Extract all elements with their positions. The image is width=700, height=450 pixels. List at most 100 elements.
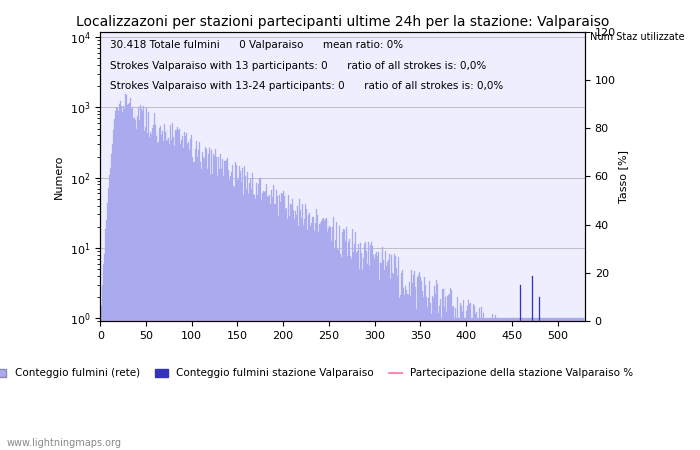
Bar xyxy=(226,160,227,450)
Bar xyxy=(575,318,576,450)
Bar xyxy=(155,136,157,450)
Bar xyxy=(190,139,191,450)
Bar xyxy=(518,318,519,450)
Bar xyxy=(278,216,279,450)
Bar xyxy=(153,125,154,450)
Bar xyxy=(162,131,163,450)
Bar xyxy=(101,306,102,450)
Bar xyxy=(558,318,559,450)
Bar xyxy=(206,169,208,450)
Bar xyxy=(318,232,319,450)
Bar xyxy=(263,192,265,450)
Bar xyxy=(477,318,478,450)
Bar xyxy=(341,256,342,450)
Bar xyxy=(492,314,493,450)
Bar xyxy=(320,223,321,450)
Bar xyxy=(315,223,316,450)
Bar xyxy=(548,318,549,450)
Bar xyxy=(332,227,333,450)
Y-axis label: Numero: Numero xyxy=(54,154,64,198)
Bar xyxy=(549,318,550,450)
Bar xyxy=(262,191,263,450)
Bar xyxy=(461,306,462,450)
Bar xyxy=(534,318,535,450)
Bar xyxy=(259,179,260,450)
Bar xyxy=(182,136,183,450)
Bar xyxy=(256,183,257,450)
Bar xyxy=(481,307,482,450)
Bar xyxy=(507,318,508,450)
Bar xyxy=(420,277,421,450)
Bar xyxy=(582,318,584,450)
Bar xyxy=(375,254,376,450)
Bar xyxy=(299,199,300,450)
Bar xyxy=(146,108,148,450)
Bar xyxy=(326,217,327,450)
Bar xyxy=(447,296,448,450)
Bar xyxy=(512,318,513,450)
Bar xyxy=(151,134,152,450)
Bar xyxy=(112,144,113,450)
Bar xyxy=(514,318,515,450)
Bar xyxy=(504,318,505,450)
Bar xyxy=(509,318,510,450)
Bar xyxy=(465,318,466,450)
Bar xyxy=(239,171,241,450)
Bar xyxy=(166,141,167,450)
Bar xyxy=(453,306,454,450)
Bar xyxy=(494,318,495,450)
Bar xyxy=(113,123,115,450)
Bar xyxy=(382,248,384,450)
Bar xyxy=(501,318,502,450)
Bar xyxy=(391,264,393,450)
Bar xyxy=(215,149,216,450)
Bar xyxy=(573,318,575,450)
Bar xyxy=(236,165,237,450)
Bar xyxy=(429,281,430,450)
Bar xyxy=(124,109,125,450)
Bar xyxy=(559,318,560,450)
Bar xyxy=(428,298,429,450)
Bar xyxy=(432,296,433,450)
Bar xyxy=(306,223,307,450)
Bar xyxy=(351,259,352,450)
Bar xyxy=(319,224,320,450)
Bar xyxy=(257,195,258,450)
Bar xyxy=(377,256,378,450)
Bar xyxy=(216,157,217,450)
Bar xyxy=(179,129,181,450)
Bar xyxy=(423,297,424,450)
Bar xyxy=(157,131,158,450)
Bar xyxy=(430,303,431,450)
Bar xyxy=(349,239,351,450)
Bar xyxy=(370,270,372,450)
Bar xyxy=(276,190,277,450)
Bar xyxy=(277,196,278,450)
Bar xyxy=(448,295,449,450)
Title: Localizzazoni per stazioni partecipanti ultime 24h per la stazione: Valparaiso: Localizzazoni per stazioni partecipanti … xyxy=(76,15,609,29)
Bar xyxy=(115,119,116,450)
Bar xyxy=(561,318,563,450)
Bar xyxy=(183,148,184,450)
Bar xyxy=(403,288,405,450)
Bar xyxy=(295,224,296,450)
Bar xyxy=(572,318,573,450)
Bar xyxy=(185,136,186,450)
Bar xyxy=(334,249,335,450)
Bar xyxy=(238,178,239,450)
Bar xyxy=(248,194,249,450)
Bar xyxy=(269,195,270,450)
Bar xyxy=(224,161,225,450)
Bar xyxy=(459,318,460,450)
Bar xyxy=(389,254,390,450)
Bar xyxy=(496,318,497,450)
Bar xyxy=(242,168,244,450)
Bar xyxy=(200,162,202,450)
Bar xyxy=(485,318,486,450)
Bar xyxy=(107,202,108,450)
Bar xyxy=(292,198,293,450)
Bar xyxy=(281,193,282,450)
Text: Num Staz utilizzate: Num Staz utilizzate xyxy=(590,32,685,41)
Bar xyxy=(505,318,506,450)
Bar xyxy=(539,318,540,450)
